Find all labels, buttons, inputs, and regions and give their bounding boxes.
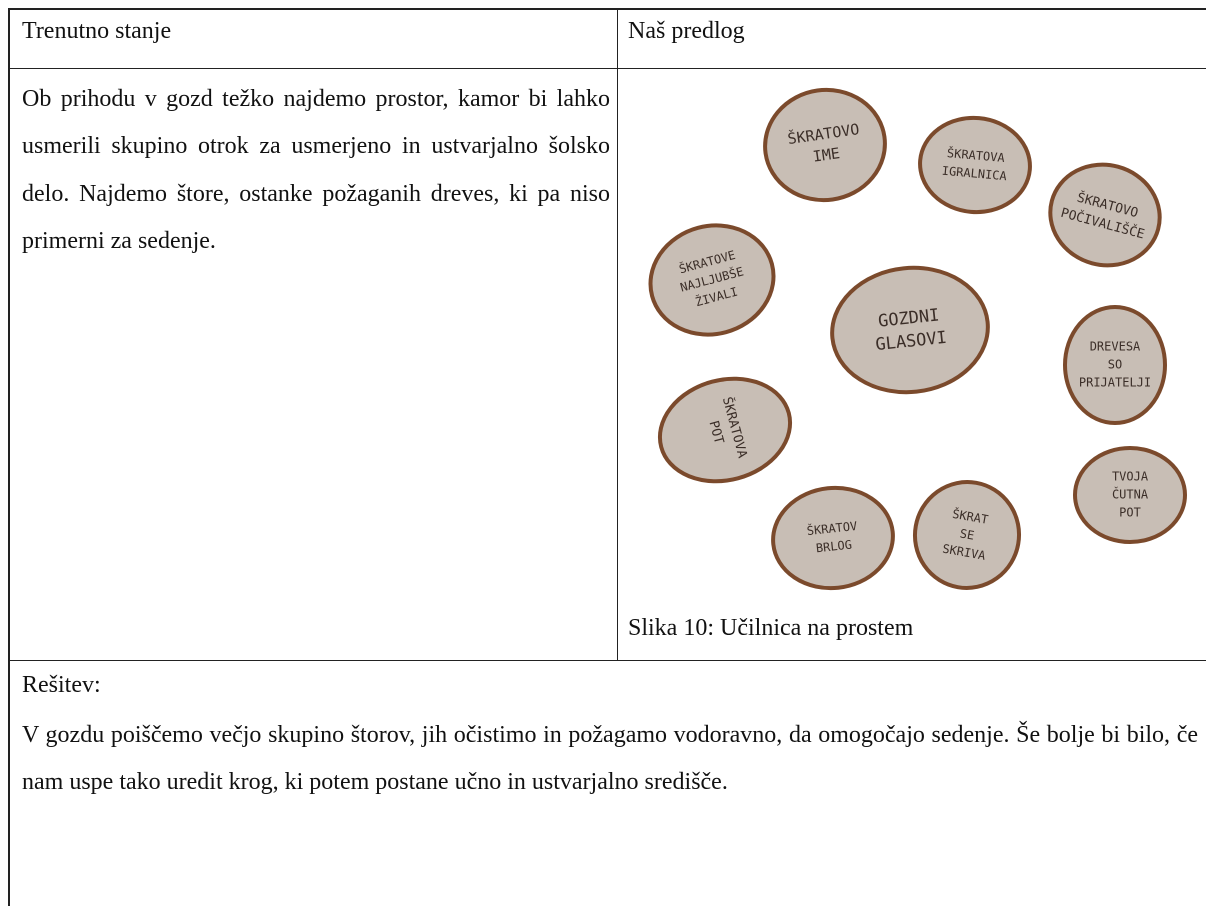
disc-shape <box>912 480 1022 590</box>
table-border <box>8 660 1206 661</box>
disc-shape <box>648 223 776 337</box>
disc-shape <box>830 265 990 395</box>
disc-shape <box>918 115 1032 215</box>
disc-label: DREVESA <box>1090 340 1141 354</box>
disc-label: ŠKRAT <box>951 506 989 527</box>
disc-label: ŠKRATOV <box>806 518 858 538</box>
table-border <box>617 8 618 660</box>
solution-text: V gozdu poiščemo večjo skupino štorov, j… <box>22 722 1198 796</box>
disc-label: IGRALNICA <box>941 164 1008 184</box>
disc-label: ČUTNA <box>1112 487 1149 502</box>
table-border <box>8 68 1206 69</box>
disc-label: POT <box>706 419 727 446</box>
disc-shape <box>657 376 793 484</box>
disc-shape <box>763 87 887 203</box>
header-cell: Naš predlog <box>628 18 745 44</box>
disc-label: PRIJATELJI <box>1079 376 1151 390</box>
disc: TVOJA ČUTNA POT <box>1073 446 1187 544</box>
disc-shape <box>771 485 895 591</box>
header-cell: Trenutno stanje <box>22 18 172 44</box>
table-border <box>8 8 1206 10</box>
table-border <box>8 8 10 906</box>
disc-label: BRLOG <box>815 538 852 556</box>
disc: DREVESA SO PRIJATELJI <box>1063 305 1167 425</box>
caption: Slika 10: Učilnica na prostem <box>628 615 914 641</box>
disc-shape <box>1048 162 1162 268</box>
disc-label: ŠKRATOVA <box>946 145 1006 165</box>
current-text: Ob prihodu v gozd težko najdemo prostor,… <box>22 86 610 254</box>
disc-label: SO <box>1108 358 1122 372</box>
disc-shape <box>1063 305 1167 425</box>
disc-shape <box>1073 446 1187 544</box>
solution-label: Rešitev: <box>22 672 101 698</box>
disc-label: SE <box>959 526 976 542</box>
disc-label: TVOJA <box>1112 470 1149 484</box>
disc-label: IME <box>812 144 841 166</box>
disc-label: POT <box>1119 506 1141 520</box>
